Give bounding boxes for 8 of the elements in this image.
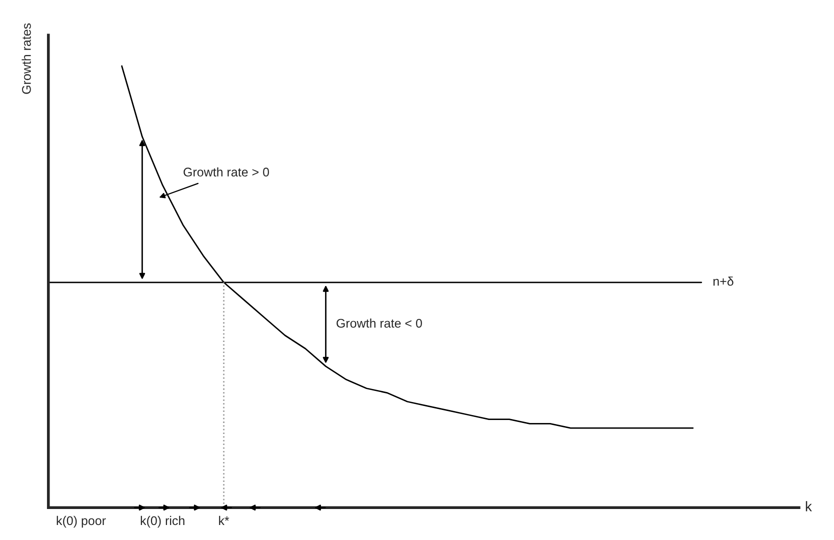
x-tick-label: k* xyxy=(219,516,230,525)
x-tick-label: k(0) rich xyxy=(140,516,184,528)
annotation: Growth rate > 0 xyxy=(184,167,269,177)
y-axis-title: Growth rates xyxy=(22,23,31,94)
ref-line-label: n+δ xyxy=(713,276,734,286)
text: k xyxy=(806,501,812,512)
x-tick-label: k(0) poor xyxy=(56,516,106,528)
annotation: Growth rate < 0 xyxy=(336,318,422,328)
